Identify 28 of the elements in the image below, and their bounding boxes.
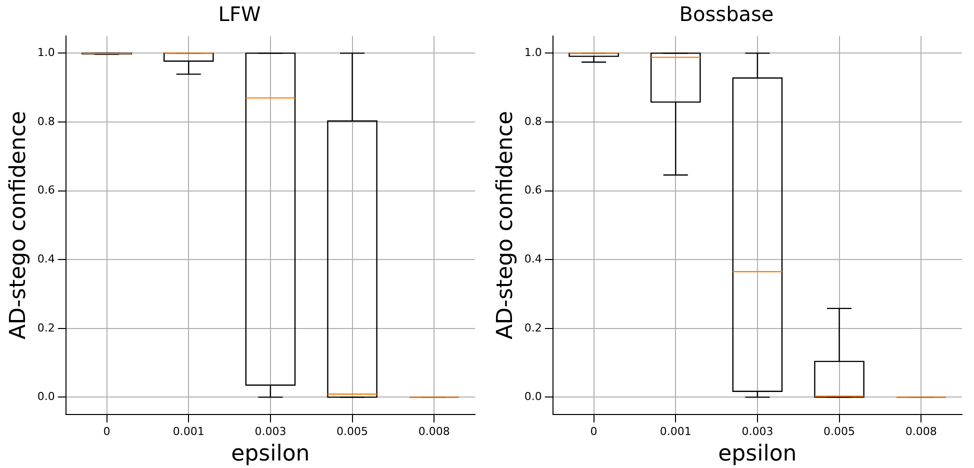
chart-title: LFW — [218, 2, 261, 26]
y-tick-label: 0.2 — [37, 321, 55, 334]
y-tick-label: 0.2 — [524, 321, 542, 334]
y-tick-label: 0.8 — [524, 114, 542, 128]
x-tick-label: 0.001 — [660, 424, 692, 438]
chart-title: Bossbase — [679, 2, 774, 26]
x-tick-label: 0.003 — [742, 424, 774, 438]
y-tick-label: 1.0 — [524, 46, 542, 60]
x-tick-label: 0.001 — [172, 424, 204, 438]
y-tick-label: 1.0 — [37, 46, 55, 60]
y-axis-title: AD-stego confidence — [6, 110, 31, 340]
x-tick-label: 0.008 — [905, 424, 937, 438]
x-tick-label: 0.005 — [824, 424, 856, 438]
x-tick-label: 0.005 — [336, 424, 368, 438]
x-tick-label: 0.008 — [418, 424, 450, 438]
x-tick-label: 0 — [103, 424, 110, 438]
y-tick-label: 0.6 — [37, 184, 55, 197]
y-tick-label: 0.6 — [524, 184, 542, 197]
y-tick-label: 0.4 — [524, 252, 542, 266]
x-tick-label: 0 — [590, 424, 598, 438]
x-axis-title: epsilon — [718, 442, 797, 467]
x-axis-title: epsilon — [231, 442, 310, 467]
x-tick-label: 0.003 — [254, 424, 286, 438]
y-axis-title: AD-stego confidence — [492, 110, 518, 340]
y-tick-label: 0.0 — [37, 390, 55, 404]
y-tick-label: 0.4 — [37, 252, 55, 266]
y-tick-label: 0.8 — [37, 114, 55, 128]
y-tick-label: 0.0 — [524, 390, 542, 404]
